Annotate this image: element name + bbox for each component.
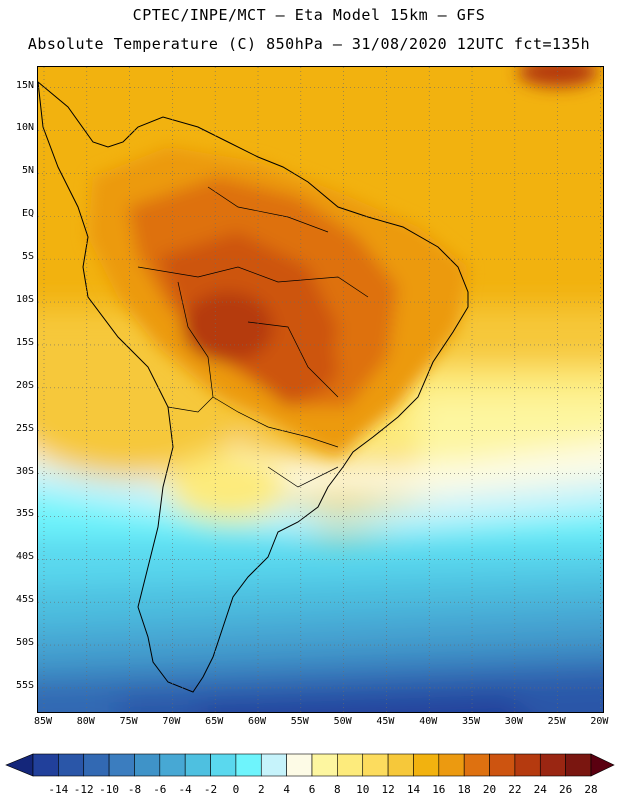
colorbar-over-arrow — [590, 753, 615, 777]
colorbar-swatch — [413, 753, 440, 777]
colorbar-tick-label: 22 — [508, 783, 522, 796]
colorbar-swatch — [210, 753, 237, 777]
colorbar-tick-label: 24 — [533, 783, 547, 796]
latitude-tick-label: 45S — [15, 594, 34, 606]
colorbar-tick-label: 28 — [584, 783, 598, 796]
longitude-tick-label: 30W — [504, 716, 523, 727]
colorbar-swatch — [32, 753, 59, 777]
longitude-tick-label: 75W — [119, 716, 138, 727]
colorbar-tick-label: -12 — [73, 783, 94, 796]
colorbar-swatch — [311, 753, 338, 777]
longitude-tick-label: 20W — [590, 716, 609, 727]
colorbar-tick-label: 8 — [334, 783, 341, 796]
latitude-tick-label: 20S — [15, 379, 34, 391]
colorbar-tick-label: 6 — [308, 783, 316, 796]
colorbar-swatch — [159, 753, 186, 777]
colorbar-tick-label: 18 — [457, 783, 471, 796]
colorbar-tick-label: -4 — [178, 783, 192, 796]
colorbar-under-arrow — [5, 753, 34, 777]
colorbar-swatch — [134, 753, 161, 777]
longitude-tick-label: 85W — [33, 716, 53, 727]
latitude-tick-label: 10N — [15, 122, 34, 134]
colorbar-swatch — [235, 753, 262, 777]
colorbar-tick-label: 14 — [406, 783, 421, 796]
colorbar-tick-label: -10 — [99, 783, 120, 796]
colorbar-swatch — [108, 753, 135, 777]
colorbar-swatch — [514, 753, 541, 777]
temperature-map — [38, 67, 603, 712]
map-panel — [37, 66, 604, 713]
colorbar-tick-label: 2 — [257, 783, 265, 796]
latitude-tick-label: 5N — [21, 165, 34, 177]
colorbar-swatch — [362, 753, 389, 777]
colorbar-swatch — [184, 753, 211, 777]
latitude-tick-label: 15N — [15, 79, 34, 91]
colorbar-swatch — [58, 753, 85, 777]
longitude-tick-label: 60W — [247, 716, 267, 727]
colorbar-tick-label: 16 — [432, 783, 446, 796]
colorbar-swatch — [565, 753, 592, 777]
longitude-tick-label: 55W — [290, 716, 309, 727]
longitude-tick-label: 45W — [376, 716, 395, 727]
colorbar-tick-label: -8 — [127, 783, 142, 796]
colorbar-tick-label: 10 — [356, 783, 370, 796]
colorbar-swatch — [438, 753, 465, 777]
latitude-tick-label: 55S — [15, 679, 34, 691]
colorbar-tick-label: -14 — [48, 783, 69, 796]
longitude-tick-label: 70W — [162, 716, 181, 727]
latitude-tick-label: 10S — [15, 294, 34, 305]
latitude-tick-label: EQ — [21, 208, 34, 220]
colorbar-swatch — [286, 753, 313, 777]
longitude-tick-label: 65W — [205, 716, 224, 727]
colorbar-tick-label: 12 — [381, 783, 395, 796]
latitude-tick-label: 5S — [21, 251, 34, 263]
colorbar-swatch — [489, 753, 516, 777]
colorbar-swatch — [83, 753, 110, 777]
colorbar-tick-label: 4 — [283, 783, 290, 796]
latitude-tick-label: 30S — [15, 465, 34, 477]
colorbar-swatch — [337, 753, 364, 777]
latitude-tick-label: 25S — [15, 422, 34, 434]
colorbar-swatch — [387, 753, 414, 777]
colorbar-tick-label: 0 — [232, 783, 240, 796]
latitude-tick-label: 50S — [15, 637, 34, 649]
latitude-tick-label: 35S — [15, 508, 34, 520]
latitude-tick-label: 40S — [15, 551, 34, 563]
colorbar-tick-label: -6 — [153, 783, 167, 796]
temperature-field — [38, 307, 603, 712]
colorbar-tick-label: 26 — [559, 783, 573, 796]
longitude-tick-label: 35W — [461, 716, 481, 727]
longitude-tick-label: 50W — [333, 716, 352, 727]
map-subtitle: Absolute Temperature (C) 850hPa – 31/08/… — [27, 35, 591, 53]
colorbar-tick-label: 20 — [482, 783, 497, 796]
colorbar-swatch — [539, 753, 566, 777]
latitude-tick-label: 15S — [15, 336, 34, 348]
longitude-tick-label: 80W — [76, 716, 95, 727]
longitude-tick-label: 25W — [547, 716, 566, 727]
country-borders — [137, 186, 369, 488]
longitude-tick-label: 40W — [419, 716, 438, 727]
map-title: CPTEC/INPE/MCT – Eta Model 15km – GFS — [132, 6, 486, 24]
colorbar-tick-label: -2 — [203, 783, 218, 796]
colorbar — [5, 753, 615, 777]
colorbar-swatch — [463, 753, 490, 777]
colorbar-swatch — [260, 753, 287, 777]
